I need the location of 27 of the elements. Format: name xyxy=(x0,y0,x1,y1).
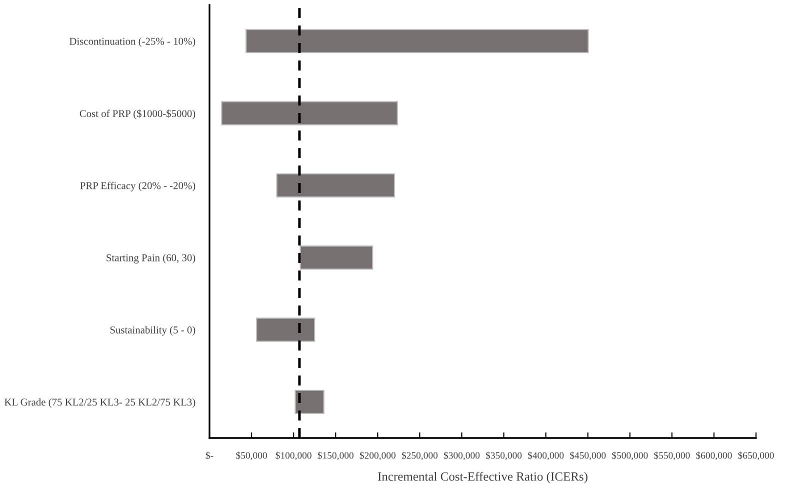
y-tick-label: Sustainability (5 - 0) xyxy=(110,326,196,336)
y-tick-label: Starting Pain (60, 30) xyxy=(106,254,196,264)
y-tick-label: KL Grade (75 KL2/25 KL3- 25 KL2/75 KL3) xyxy=(4,398,196,408)
x-tick-label: $500,000 xyxy=(612,452,648,460)
x-tick-label: $400,000 xyxy=(528,452,564,460)
x-tick-label: $350,000 xyxy=(486,452,522,460)
x-axis-title: Incremental Cost-Effective Ratio (ICERs) xyxy=(378,472,588,484)
x-tick-label: $600,000 xyxy=(696,452,732,460)
x-tick-label: $650,000 xyxy=(738,452,774,460)
x-tick-label: $450,000 xyxy=(570,452,606,460)
bar xyxy=(294,390,324,414)
bar xyxy=(221,101,398,126)
x-tick-label: $300,000 xyxy=(444,452,480,460)
x-tick-label: $150,000 xyxy=(318,452,354,460)
x-tick-label: $250,000 xyxy=(402,452,438,460)
bar xyxy=(256,318,316,342)
bar xyxy=(246,28,589,54)
y-tick-label: Discontinuation (-25% - 10%) xyxy=(69,37,196,47)
x-tick-label: $100,000 xyxy=(276,452,312,460)
x-tick-label: $- xyxy=(206,452,214,460)
y-tick-label: Cost of PRP ($1000-$5000) xyxy=(80,109,196,120)
x-tick-label: $200,000 xyxy=(360,452,396,460)
bar xyxy=(276,173,396,198)
y-tick-label: PRP Efficacy (20% - -20%) xyxy=(80,182,196,192)
x-tick-label: $550,000 xyxy=(654,452,690,460)
x-tick-label: $50,000 xyxy=(236,452,267,460)
bar xyxy=(300,245,374,270)
